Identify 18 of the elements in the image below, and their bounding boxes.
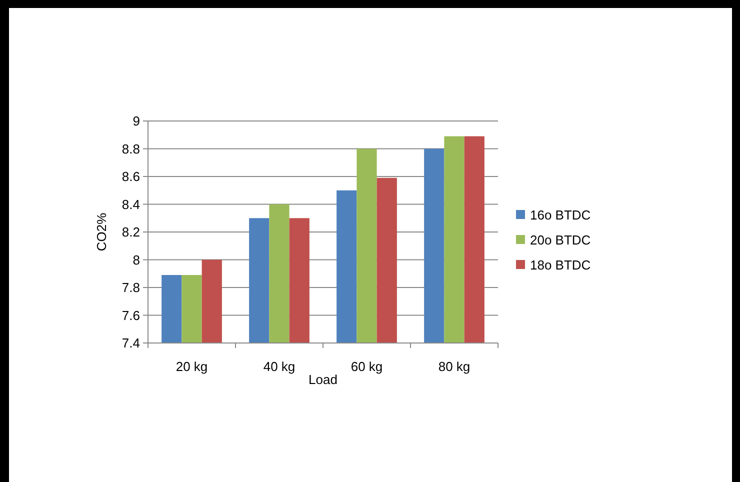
y-tick-label: 7.6 — [122, 308, 140, 323]
y-tick-label: 8.6 — [122, 169, 140, 184]
legend-label: 18o BTDC — [530, 258, 591, 273]
y-tick-label: 8 — [132, 252, 140, 268]
legend-label: 16o BTDC — [530, 208, 591, 223]
y-tick-label: 8.8 — [122, 141, 140, 156]
x-tick-label: 40 kg — [263, 359, 296, 374]
x-axis-title: Load — [308, 372, 338, 387]
y-tick-label: 7.8 — [122, 280, 140, 296]
x-tick-label: 80 kg — [438, 359, 470, 374]
y-axis-title: CO2% — [94, 212, 109, 252]
y-tick-label: 8.2 — [122, 224, 140, 240]
x-tick-label: 60 kg — [350, 359, 383, 374]
y-tick-label: 9 — [132, 114, 140, 129]
y-tick-label: 7.4 — [122, 336, 140, 351]
y-tick-label: 8.4 — [122, 196, 140, 212]
legend-label: 20o BTDC — [530, 232, 591, 248]
x-tick-label: 20 kg — [176, 359, 208, 374]
